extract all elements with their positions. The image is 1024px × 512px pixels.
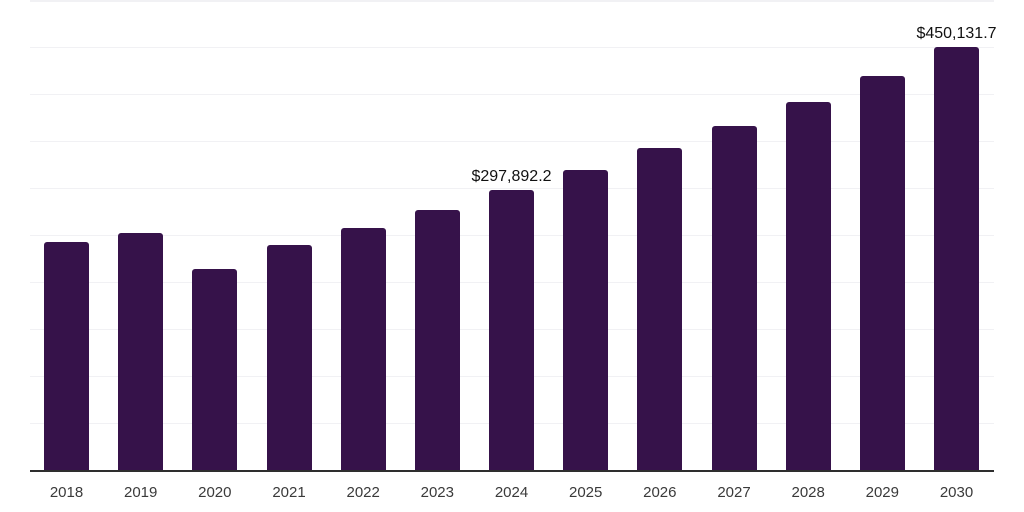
bar-2028[interactable] (785, 102, 831, 470)
x-tick-2020: 2020 (198, 484, 232, 501)
bar-2023[interactable] (414, 210, 460, 470)
x-tick-2021: 2021 (272, 484, 306, 501)
bar-2025[interactable] (563, 170, 609, 470)
x-tick-2025: 2025 (569, 484, 603, 501)
bar-2018[interactable] (44, 242, 89, 470)
plot-area: $297,892.2 $450,131.7 (30, 0, 997, 472)
bar-2024[interactable] (489, 190, 534, 470)
bar-2026[interactable] (637, 148, 683, 470)
bar-2021[interactable] (266, 245, 312, 470)
gridline (30, 0, 994, 2)
x-tick-2030: 2030 (939, 484, 974, 501)
x-tick-2027: 2027 (717, 484, 751, 501)
gridline (30, 141, 994, 142)
value-label-2030: $450,131.7 (916, 24, 997, 42)
x-tick-2028: 2028 (791, 484, 825, 501)
bar-2027[interactable] (711, 126, 757, 470)
bar-2029[interactable] (859, 76, 905, 470)
gridline (30, 188, 994, 189)
x-tick-2019: 2019 (124, 484, 158, 501)
value-label-2024: $297,892.2 (471, 168, 552, 185)
bar-2022[interactable] (340, 228, 386, 470)
x-tick-2029: 2029 (865, 484, 899, 501)
x-tick-2018: 2018 (49, 484, 84, 501)
x-tick-2022: 2022 (346, 484, 380, 501)
bar-2019[interactable] (118, 233, 164, 470)
gridline (30, 94, 994, 95)
x-tick-2026: 2026 (643, 484, 677, 501)
bar-2020[interactable] (192, 269, 238, 470)
bar-2030[interactable] (934, 46, 979, 470)
x-tick-2024: 2024 (494, 484, 529, 501)
x-tick-2023: 2023 (420, 484, 454, 501)
gridline (30, 47, 994, 48)
